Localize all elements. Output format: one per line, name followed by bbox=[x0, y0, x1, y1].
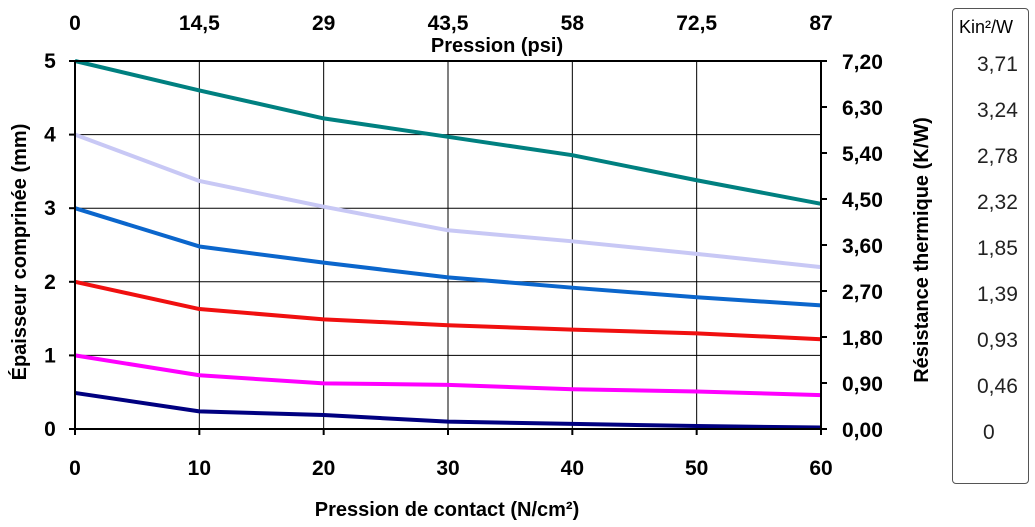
y-tick-label: 0 bbox=[44, 418, 56, 441]
series-line-6 bbox=[74, 390, 822, 430]
y-axis-title: Épaisseur comprinée (mm) bbox=[8, 124, 31, 381]
top-tick-label: 72,5 bbox=[676, 12, 717, 35]
y-tick-label: 5 bbox=[44, 50, 56, 73]
right-tick-label: 5,40 bbox=[842, 143, 883, 166]
x-tick-label: 10 bbox=[188, 457, 211, 480]
right-tick-label: 2,70 bbox=[842, 281, 883, 304]
unit-box-value: 2,78 bbox=[977, 145, 1018, 168]
right-tick-label: 3,60 bbox=[842, 235, 883, 258]
right-axis-title: Résistance thermique (K/W) bbox=[911, 117, 933, 383]
unit-box-value: 0 bbox=[983, 421, 995, 444]
series-line-2 bbox=[74, 132, 822, 270]
top-tick-label: 14,5 bbox=[179, 12, 220, 35]
y-tick-label: 3 bbox=[44, 197, 56, 220]
unit-box-value: 3,71 bbox=[977, 53, 1018, 76]
top-tick-label: 0 bbox=[69, 12, 81, 35]
right-tick-label: 7,20 bbox=[842, 51, 883, 74]
unit-box-value: 0,93 bbox=[977, 329, 1018, 352]
grid bbox=[75, 61, 821, 429]
x-tick-label: 40 bbox=[561, 457, 584, 480]
unit-box-title: Kin²/W bbox=[959, 17, 1013, 37]
y-tick-label: 4 bbox=[44, 124, 56, 147]
top-tick-label: 58 bbox=[561, 12, 585, 35]
x-tick-label: 50 bbox=[685, 457, 708, 480]
right-tick-label: 4,50 bbox=[842, 189, 883, 212]
x-tick-label: 30 bbox=[436, 457, 459, 480]
plot-frame bbox=[69, 60, 827, 435]
top-tick-label: 43,5 bbox=[428, 12, 469, 35]
unit-box-value: 2,32 bbox=[977, 191, 1018, 214]
right-tick-label: 0,90 bbox=[842, 373, 883, 396]
x-tick-label: 0 bbox=[69, 457, 81, 480]
series-line-5 bbox=[74, 353, 822, 398]
top-axis-title: Pression (psi) bbox=[431, 35, 563, 57]
unit-box-value: 1,39 bbox=[977, 283, 1018, 306]
x-axis-title: Pression de contact (N/cm²) bbox=[315, 499, 580, 521]
series-line-1 bbox=[74, 59, 822, 206]
right-tick-label: 6,30 bbox=[842, 97, 883, 120]
series-group bbox=[74, 59, 822, 430]
unit-box-value: 1,85 bbox=[977, 237, 1018, 260]
series-line-4 bbox=[74, 279, 822, 342]
top-tick-label: 87 bbox=[809, 12, 832, 35]
tick-labels: 0 10 20 30 40 50 60 0 14,5 29 43,5 58 72,5 87 0 1 2 3 4 5 0,… bbox=[44, 12, 883, 480]
unit-conversion-box: Kin²/W 3,71 3,24 2,78 2,32 1,85 1,39 0,93 0,46 0 bbox=[952, 8, 1029, 484]
series-line-3 bbox=[74, 206, 822, 308]
y-tick-label: 2 bbox=[44, 271, 56, 294]
x-tick-label: 60 bbox=[809, 457, 832, 480]
top-tick-label: 29 bbox=[312, 12, 335, 35]
unit-box-value: 3,24 bbox=[977, 99, 1018, 122]
chart: 0 10 20 30 40 50 60 0 14,5 29 43,5 58 72,5 87 0 1 2 3 4 5 0,… bbox=[8, 12, 933, 521]
y-tick-label: 1 bbox=[44, 344, 56, 367]
right-tick-label: 1,80 bbox=[842, 327, 883, 350]
unit-box-value: 0,46 bbox=[977, 375, 1018, 398]
x-tick-label: 20 bbox=[312, 457, 335, 480]
right-tick-label: 0,00 bbox=[842, 419, 883, 442]
